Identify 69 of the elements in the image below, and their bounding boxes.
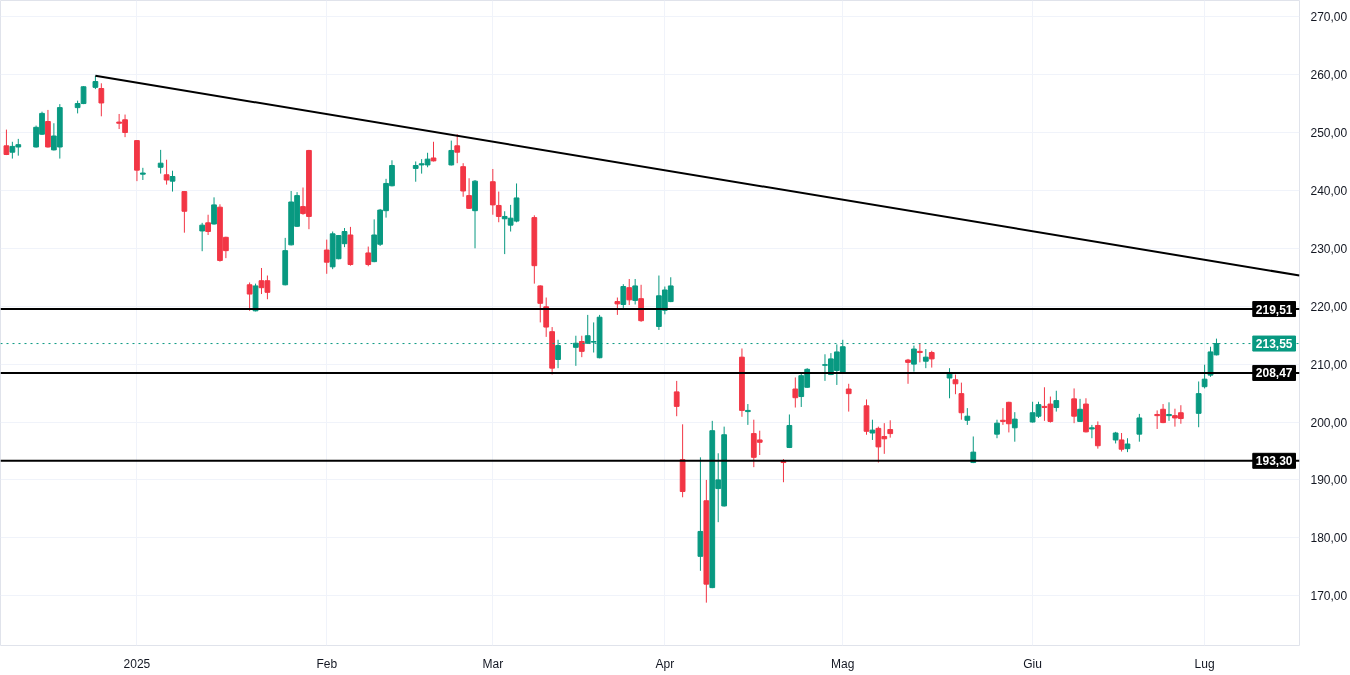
- candlestick: [952, 374, 959, 395]
- y-tick-label: 220,00: [1310, 299, 1348, 314]
- candlestick: [205, 214, 211, 236]
- x-tick-label: 2025: [123, 656, 151, 671]
- candlestick: [1136, 413, 1143, 443]
- x-tick-label: Apr: [655, 656, 675, 671]
- candlestick: [181, 190, 188, 234]
- candlestick: [632, 278, 639, 305]
- candlestick: [745, 403, 751, 426]
- candlestick: [638, 284, 644, 323]
- candlestick: [958, 382, 965, 421]
- ref-line-label: 193,30: [1255, 454, 1293, 469]
- candlestick: [905, 358, 911, 385]
- candlestick: [157, 149, 164, 175]
- candlestick: [917, 342, 923, 363]
- candlestick: [626, 278, 633, 306]
- candlestick: [792, 376, 799, 409]
- candlestick: [98, 82, 105, 117]
- candlestick: [1053, 390, 1060, 413]
- candlestick: [1201, 364, 1208, 389]
- candlestick: [620, 283, 627, 309]
- candlestick: [466, 177, 472, 210]
- candlestick: [869, 419, 876, 441]
- candlestick: [199, 222, 206, 252]
- candlestick: [211, 196, 217, 226]
- candlestick: [911, 345, 917, 373]
- candlestick: [537, 284, 544, 323]
- candlestick: [1094, 420, 1101, 450]
- y-tick-label: 200,00: [1310, 415, 1348, 430]
- x-tick-label: Giu: [1023, 656, 1042, 671]
- x-tick-label: Mag: [831, 656, 855, 671]
- candlestick: [543, 297, 550, 338]
- candlestick: [994, 419, 1000, 439]
- candlestick: [3, 129, 10, 156]
- candlestick: [454, 133, 461, 164]
- y-tick-label: 240,00: [1310, 183, 1348, 198]
- candlestick: [1195, 380, 1202, 428]
- y-tick-label: 270,00: [1310, 10, 1348, 25]
- y-tick-label: 210,00: [1310, 357, 1348, 372]
- ref-line-label: 208,47: [1255, 366, 1293, 381]
- candlestick: [1118, 432, 1125, 453]
- y-tick-label: 230,00: [1310, 241, 1348, 256]
- candlestick: [139, 167, 146, 181]
- x-tick-label: Lug: [1194, 656, 1215, 671]
- candlestick: [922, 348, 929, 369]
- candlestick: [786, 413, 793, 449]
- ref-line-label: 213,55: [1255, 337, 1293, 352]
- candlestick: [1071, 387, 1077, 424]
- ref-line-label: 219,51: [1255, 302, 1293, 317]
- candlestick: [246, 281, 253, 312]
- y-tick-label: 180,00: [1310, 531, 1348, 546]
- candlestick: [845, 383, 852, 413]
- y-tick-label: 260,00: [1310, 68, 1348, 83]
- candlestick: [169, 170, 176, 193]
- candlestick: [323, 239, 330, 275]
- x-tick-label: Mar: [482, 656, 504, 671]
- y-tick-label: 250,00: [1310, 126, 1348, 141]
- y-tick-label: 190,00: [1310, 473, 1348, 488]
- candlestick: [1011, 411, 1018, 443]
- candlestick: [430, 141, 437, 162]
- candlestick: [448, 140, 455, 167]
- x-tick-label: Feb: [316, 656, 338, 671]
- candlestick: [1089, 424, 1095, 439]
- candlestick: [163, 159, 170, 186]
- candlestick: [365, 246, 372, 267]
- candlestick: [1166, 401, 1172, 422]
- candlestick: [673, 380, 680, 417]
- y-tick-label: 170,00: [1310, 589, 1348, 604]
- candlestick: [578, 335, 585, 358]
